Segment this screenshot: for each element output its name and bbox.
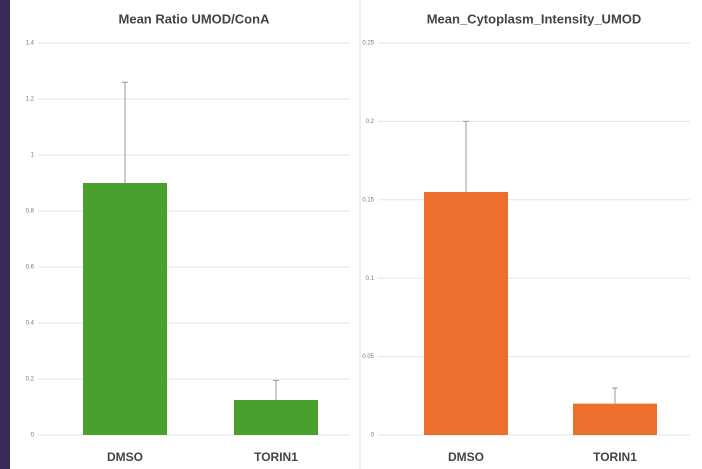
chart-title: Mean_Cytoplasm_Intensity_UMOD xyxy=(427,11,642,26)
x-tick-label: DMSO xyxy=(448,450,484,464)
y-tick-label: 1.2 xyxy=(26,97,35,103)
y-tick-label: 0.05 xyxy=(362,354,374,360)
x-tick-label: TORIN1 xyxy=(254,450,298,464)
y-tick-label: 0.25 xyxy=(362,41,374,47)
y-tick-label: 0.1 xyxy=(366,276,375,282)
bar xyxy=(573,403,657,435)
y-tick-label: 0.8 xyxy=(26,209,35,215)
y-tick-label: 0 xyxy=(371,433,375,439)
y-tick-label: 0.6 xyxy=(26,265,35,271)
y-tick-label: 0.2 xyxy=(366,119,375,125)
bar xyxy=(234,400,318,435)
x-tick-label: DMSO xyxy=(107,450,143,464)
y-tick-label: 0.15 xyxy=(362,197,374,203)
y-tick-label: 0 xyxy=(31,433,35,439)
y-tick-label: 1.4 xyxy=(26,41,35,47)
y-tick-label: 0.2 xyxy=(26,377,35,383)
background-strip xyxy=(0,0,10,469)
y-tick-label: 0.4 xyxy=(26,321,35,327)
bar xyxy=(424,191,508,435)
bar xyxy=(83,183,167,435)
y-tick-label: 1 xyxy=(31,153,35,159)
x-tick-label: TORIN1 xyxy=(593,450,637,464)
chart-title: Mean Ratio UMOD/ConA xyxy=(119,11,271,26)
